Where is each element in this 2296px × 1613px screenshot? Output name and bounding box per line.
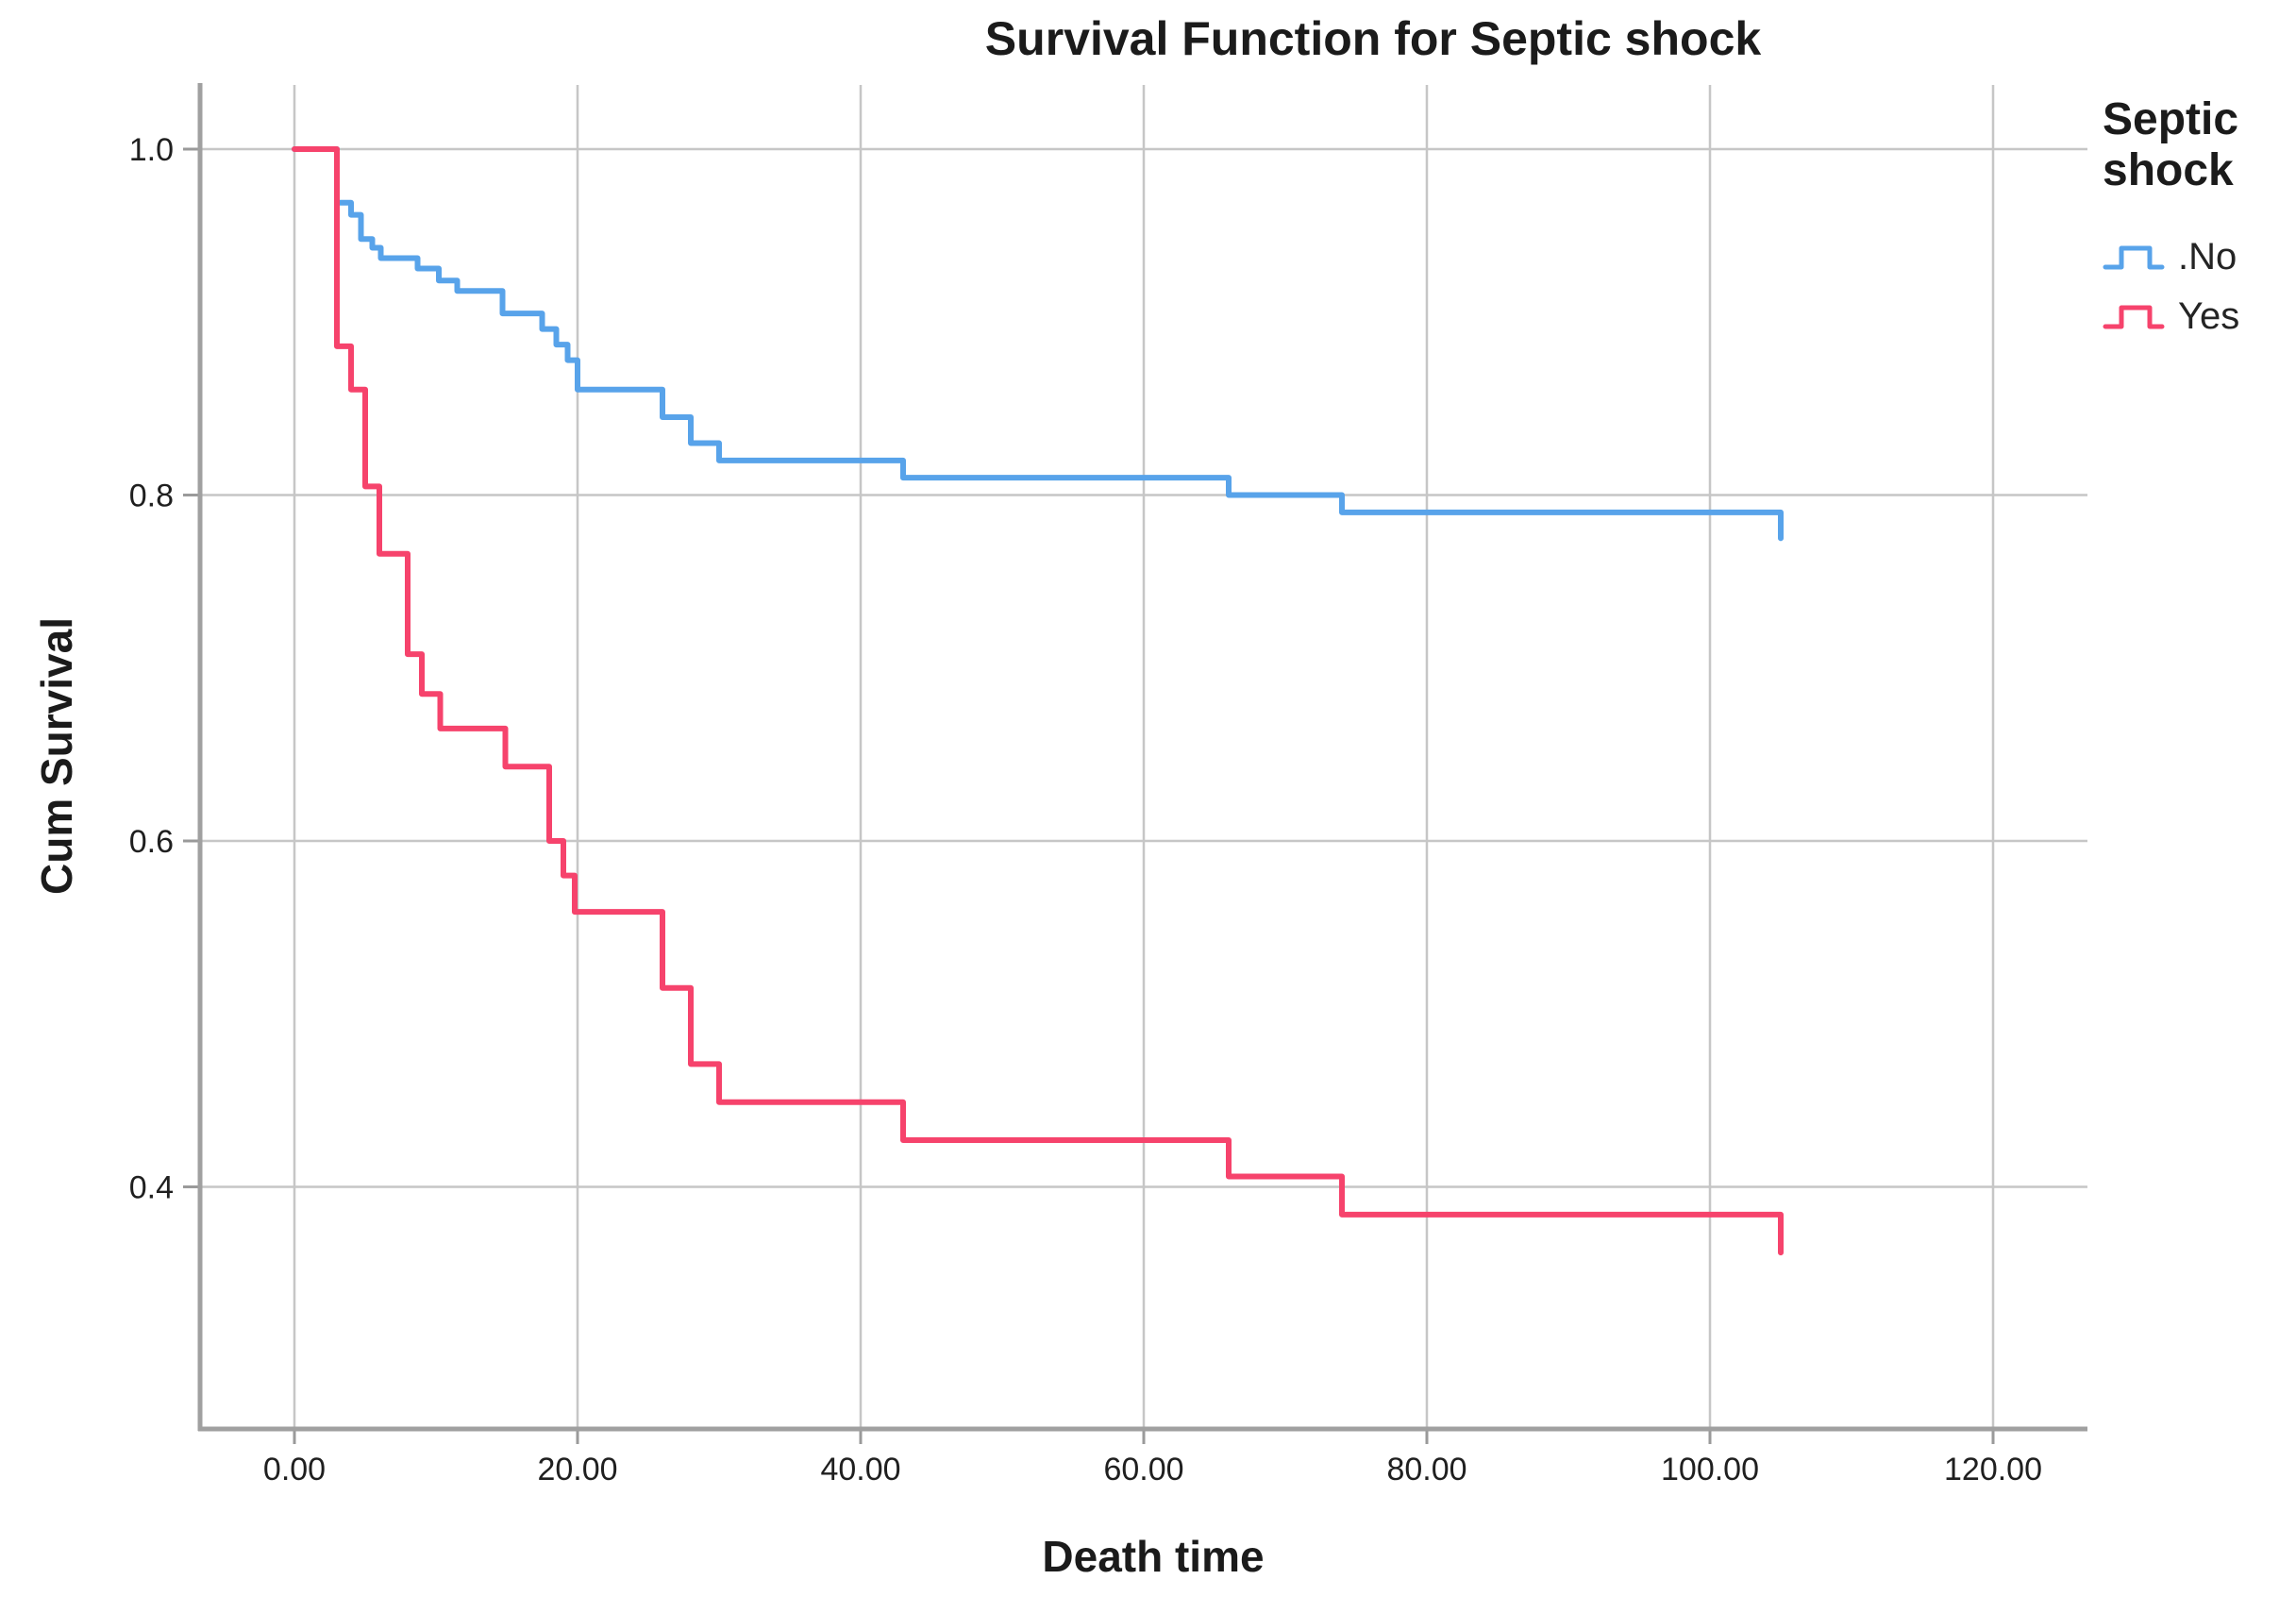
x-tick-label-80.00: 80.00 (1386, 1452, 1466, 1487)
y-tick-label-1.0: 1.0 (129, 132, 174, 168)
legend-entry-yes: Yes (2103, 295, 2296, 338)
legend: Septic shock .No Yes (2103, 94, 2296, 355)
y-axis-title: Cum Survival (32, 617, 81, 895)
series-curve-no (292, 146, 1784, 542)
x-axis-title: Death time (1042, 1532, 1265, 1581)
y-tick-label-0.6: 0.6 (129, 824, 174, 860)
legend-label-yes: Yes (2178, 294, 2240, 337)
legend-entries: .No Yes (2103, 236, 2296, 338)
x-tick-label-0.00: 0.00 (263, 1452, 326, 1487)
legend-label-no: .No (2178, 235, 2237, 277)
x-tick-label-60.00: 60.00 (1103, 1452, 1183, 1487)
legend-title: Septic shock (2103, 94, 2239, 195)
legend-entry-no: .No (2103, 236, 2296, 278)
x-tick-label-100.00: 100.00 (1661, 1452, 1759, 1487)
x-tick-label-120.00: 120.00 (1944, 1452, 2042, 1487)
x-tick-label-20.00: 20.00 (537, 1452, 617, 1487)
y-tick-label-0.4: 0.4 (129, 1170, 174, 1206)
step-line-symbol-yes-path (2103, 305, 2165, 329)
step-line-symbol-no (2103, 245, 2165, 270)
x-tick-label-40.00: 40.00 (820, 1452, 900, 1487)
chart-title: Survival Function for Septic shock (984, 12, 1762, 65)
y-tick-label-0.8: 0.8 (129, 479, 174, 514)
series-curve-yes (292, 146, 1784, 1256)
step-line-symbol-yes (2103, 305, 2165, 329)
step-line-symbol-no-path (2103, 245, 2165, 270)
